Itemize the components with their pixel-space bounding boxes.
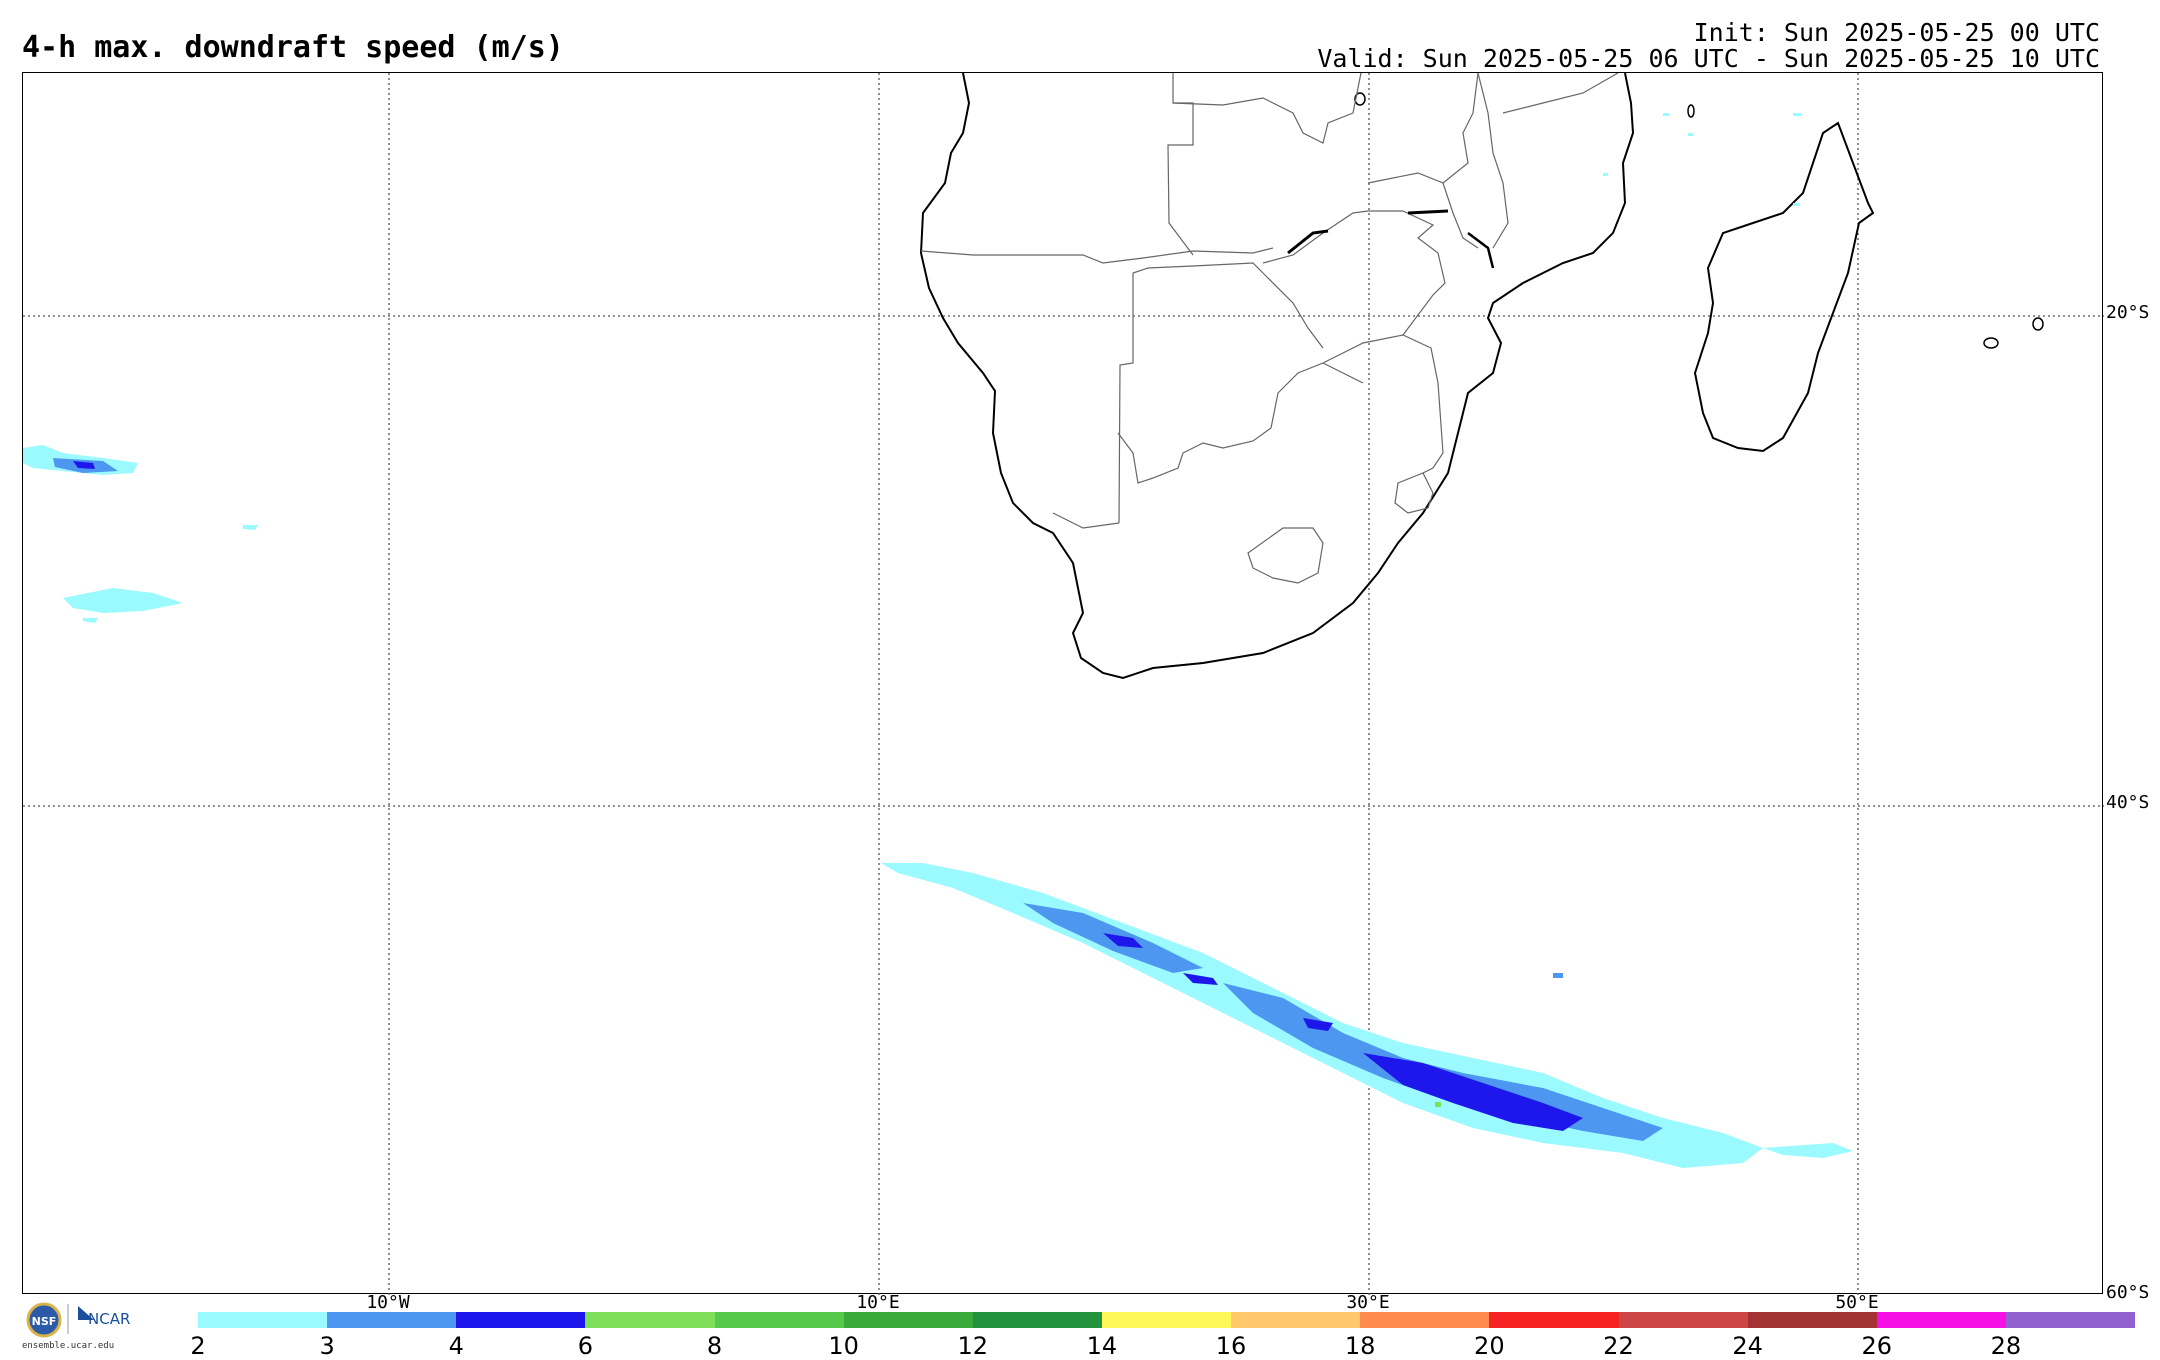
downdraft-field <box>881 863 1853 1168</box>
colorbar-tick-label: 14 <box>1086 1332 1118 1360</box>
colorbar-segment <box>714 1312 844 1328</box>
time-info: Init: Sun 2025-05-25 00 UTC Valid: Sun 2… <box>1317 20 2100 72</box>
country-borders <box>920 73 1619 584</box>
colorbar-segment <box>1231 1312 1361 1328</box>
colorbar-tick-label: 4 <box>448 1332 464 1360</box>
colorbar-segment <box>198 1312 328 1328</box>
colorbar-segment <box>1618 1312 1748 1328</box>
colorbar-segment <box>327 1312 457 1328</box>
colorbar-segment <box>2005 1312 2136 1328</box>
mauritius-outline <box>1983 337 1999 349</box>
colorbar-tick-label: 6 <box>577 1332 594 1360</box>
africa-coastline <box>919 73 1635 680</box>
colorbar-tick-label: 24 <box>1732 1332 1763 1360</box>
lake-malawi <box>1467 232 1495 269</box>
colorbar-segment <box>1101 1312 1232 1328</box>
svg-text:ensemble.ucar.edu: ensemble.ucar.edu <box>22 1341 114 1351</box>
island-outline <box>1687 104 1695 118</box>
colorbar-tick-label: 22 <box>1603 1332 1634 1360</box>
colorbar-tick-label: 16 <box>1215 1332 1247 1360</box>
lon-label-10e: 10°E <box>856 1292 900 1313</box>
svg-text:NCAR: NCAR <box>88 1310 130 1328</box>
downdraft-speckles <box>1603 113 1801 206</box>
lon-label-10w: 10°W <box>366 1292 410 1313</box>
colorbar-segment <box>1747 1312 1877 1328</box>
lon-label-50e: 50°E <box>1835 1292 1879 1313</box>
map-canvas <box>23 73 2104 1295</box>
colorbar <box>198 1312 2136 1328</box>
lat-label-40s: 40°S <box>2106 792 2150 813</box>
island-outline <box>1354 92 1366 106</box>
colorbar-tick-label: 10 <box>828 1332 859 1360</box>
colorbar-tick-label: 28 <box>1990 1332 2022 1360</box>
colorbar-tick-label: 8 <box>706 1332 723 1360</box>
lake-kariba <box>1407 209 1449 215</box>
colorbar-segment <box>972 1312 1102 1328</box>
colorbar-segment <box>456 1312 586 1328</box>
madagascar-outline <box>1693 121 1875 453</box>
lon-label-30e: 30°E <box>1346 1292 1390 1313</box>
colorbar-segment <box>1876 1312 2006 1328</box>
colorbar-tick-label: 18 <box>1344 1332 1376 1360</box>
colorbar-tick-label: 12 <box>957 1332 989 1360</box>
colorbar-tick-label: 20 <box>1474 1332 1505 1360</box>
colorbar-tick-label: 2 <box>190 1332 206 1360</box>
colorbar-segment <box>843 1312 973 1328</box>
svg-text:NSF: NSF <box>32 1315 57 1328</box>
init-time: Init: Sun 2025-05-25 00 UTC <box>1693 18 2100 47</box>
chart-title: 4-h max. downdraft speed (m/s) <box>22 30 564 65</box>
lake-line <box>1287 229 1329 255</box>
colorbar-segment <box>585 1312 715 1328</box>
lat-label-20s: 20°S <box>2106 302 2150 323</box>
colorbar-segment <box>1489 1312 1619 1328</box>
colorbar-tick-label: 26 <box>1861 1332 1892 1360</box>
map-panel <box>22 72 2104 1295</box>
reunion-outline <box>2032 317 2044 331</box>
graticule <box>23 73 2104 1295</box>
valid-time: Valid: Sun 2025-05-25 06 UTC - Sun 2025-… <box>1317 44 2100 73</box>
colorbar-segment <box>1360 1312 1490 1328</box>
downdraft-field-west <box>23 445 258 623</box>
lat-label-60s: 60°S <box>2106 1282 2150 1303</box>
nsf-ncar-logo: NSF NCAR ensemble.ucar.edu <box>22 1300 152 1354</box>
colorbar-tick-label: 3 <box>319 1332 335 1360</box>
